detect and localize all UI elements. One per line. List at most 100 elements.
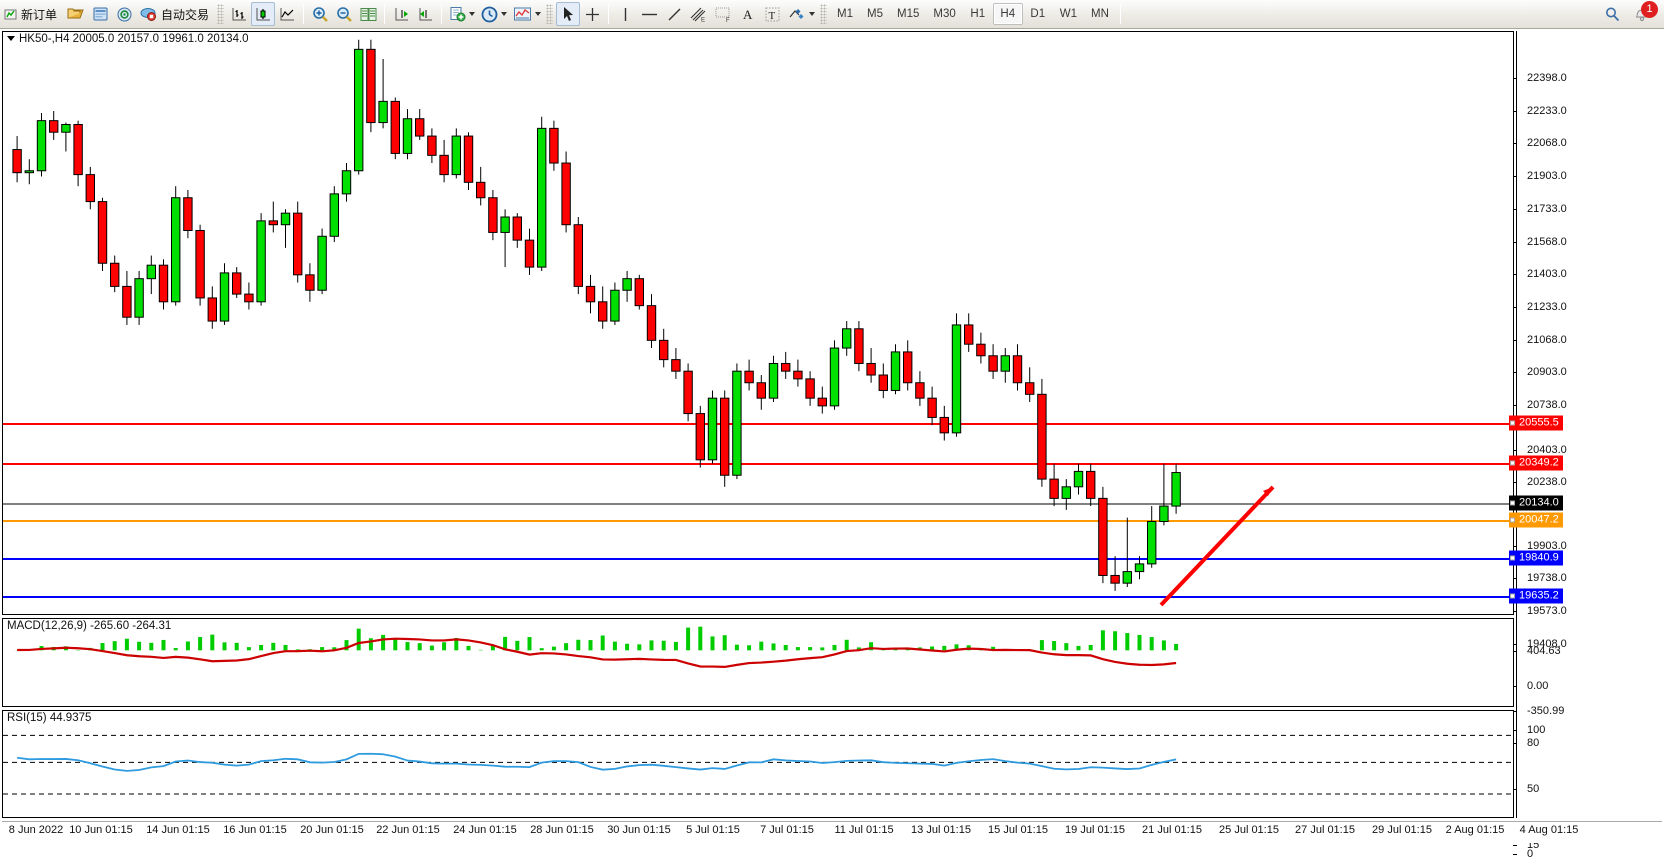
price-label-resistance-2[interactable]: 20555.5 xyxy=(1509,415,1563,431)
toolbar-grip[interactable] xyxy=(546,4,554,24)
toolbar-group-charttype xyxy=(227,0,437,29)
time-label: 16 Jun 01:15 xyxy=(223,824,287,836)
axis-tick: 100 xyxy=(1513,724,1545,736)
period-icon[interactable] xyxy=(478,2,510,26)
time-label: 21 Jul 01:15 xyxy=(1142,824,1202,836)
axis-tick: 80 xyxy=(1513,737,1539,749)
svg-text:F: F xyxy=(726,18,730,23)
timeframe-w1[interactable]: W1 xyxy=(1059,8,1078,20)
price-label-support-1[interactable]: 19840.9 xyxy=(1509,550,1563,566)
chart-grid-icon[interactable] xyxy=(356,2,380,26)
objects-icon[interactable] xyxy=(784,2,818,26)
hline-icon[interactable] xyxy=(637,2,662,26)
shift-end-icon[interactable] xyxy=(389,2,413,26)
timeframe-m15[interactable]: M15 xyxy=(897,8,920,20)
axis-tick: 50 xyxy=(1513,783,1539,795)
folder-icon[interactable] xyxy=(63,2,88,26)
toolbar-group-objects xyxy=(446,0,544,29)
time-label: 25 Jul 01:15 xyxy=(1219,824,1279,836)
timeframe-h4[interactable]: H4 xyxy=(992,3,1023,25)
axis-tick: 21068.0 xyxy=(1513,334,1567,346)
timeframe-m5[interactable]: M5 xyxy=(867,8,884,20)
axis-tick: 0.00 xyxy=(1513,680,1548,692)
notification-badge: 1 xyxy=(1641,1,1658,18)
indicators-icon[interactable] xyxy=(510,2,544,26)
chart-area[interactable]: HK50-,H4 20005.0 20157.0 19961.0 20134.0… xyxy=(0,29,1664,860)
zoom-out-icon[interactable] xyxy=(332,2,356,26)
price-axis[interactable]: 22398.0 22233.0 22068.0 21903.0 21733.0 21568… xyxy=(1509,31,1662,860)
chevron-down-icon[interactable] xyxy=(469,12,476,16)
data-window-icon[interactable] xyxy=(88,2,112,26)
axis-tick: 20238.0 xyxy=(1513,476,1567,488)
zoom-in-icon[interactable] xyxy=(308,2,332,26)
candlestick-chart-icon[interactable] xyxy=(251,2,276,26)
toolbar-divider xyxy=(303,4,305,24)
autotrading-button[interactable]: 自动交易 xyxy=(136,2,215,26)
shift-start-icon[interactable] xyxy=(413,2,437,26)
macd-chart xyxy=(15,626,1179,669)
price-label-support-2[interactable]: 19635.2 xyxy=(1509,588,1563,604)
axis-tick: 19573.0 xyxy=(1513,605,1567,617)
svg-text:T: T xyxy=(768,10,775,22)
toolbar-grip[interactable] xyxy=(820,4,828,24)
time-label: 29 Jul 01:15 xyxy=(1372,824,1432,836)
axis-tick: 20738.0 xyxy=(1513,399,1567,411)
time-label: 15 Jul 01:15 xyxy=(988,824,1048,836)
axis-tick: 21233.0 xyxy=(1513,301,1567,313)
time-label: 2 Aug 01:15 xyxy=(1445,824,1505,836)
timeframe-m1[interactable]: M1 xyxy=(837,8,854,20)
cursor-icon[interactable] xyxy=(556,2,581,26)
search-icon[interactable] xyxy=(1600,2,1624,26)
navigator-icon[interactable] xyxy=(112,2,136,26)
timeframe-h1[interactable]: H1 xyxy=(970,8,986,20)
axis-tick: 21903.0 xyxy=(1513,170,1567,182)
toolbar-spacer xyxy=(1125,0,1600,29)
chevron-down-icon[interactable] xyxy=(809,12,816,16)
toolbar-grip[interactable] xyxy=(217,4,225,24)
time-label: 27 Jul 01:15 xyxy=(1295,824,1355,836)
equidistant-channel-icon[interactable]: E xyxy=(686,2,711,26)
vline-icon[interactable] xyxy=(613,2,637,26)
axis-tick: 19903.0 xyxy=(1513,540,1567,552)
svg-text:E: E xyxy=(701,17,705,23)
rsi-pane[interactable]: RSI(15) 44.9375 xyxy=(2,710,1514,818)
candlestick-chart xyxy=(3,39,1513,607)
templates-icon[interactable] xyxy=(446,2,478,26)
main-toolbar: 新订单 自动交易 xyxy=(0,0,1664,29)
axis-tick: 22233.0 xyxy=(1513,105,1567,117)
notification-bell-icon[interactable]: 1 xyxy=(1630,1,1658,26)
axis-tick: 0 xyxy=(1513,848,1533,860)
timeframe-m30[interactable]: M30 xyxy=(933,8,956,20)
fibonacci-icon[interactable]: F xyxy=(711,2,736,26)
collapse-triangle-icon[interactable] xyxy=(7,36,15,42)
time-label: 30 Jun 01:15 xyxy=(607,824,671,836)
timeframe-mn[interactable]: MN xyxy=(1091,8,1109,20)
text-icon[interactable]: A xyxy=(736,2,760,26)
price-label-current-price[interactable]: 20134.0 xyxy=(1509,495,1563,511)
trendline-icon[interactable] xyxy=(662,2,686,26)
time-axis[interactable]: 8 Jun 2022 10 Jun 01:15 14 Jun 01:15 16 Jun… xyxy=(2,821,1662,843)
timeframe-buttons: M1 M5 M15 M30 H1 H4 D1 W1 MN xyxy=(830,0,1116,29)
axis-tick: -350.99 xyxy=(1513,705,1564,717)
axis-tick: 20403.0 xyxy=(1513,444,1567,456)
line-chart-icon[interactable] xyxy=(275,2,299,26)
axis-tick: 22398.0 xyxy=(1513,72,1567,84)
chevron-down-icon[interactable] xyxy=(501,12,508,16)
macd-pane[interactable]: MACD(12,26,9) -265.60 -264.31 xyxy=(2,618,1514,707)
label-icon[interactable]: T xyxy=(760,2,784,26)
price-label-pivot[interactable]: 20047.2 xyxy=(1509,512,1563,528)
axis-tick: 20903.0 xyxy=(1513,366,1567,378)
crosshair-icon[interactable] xyxy=(580,2,604,26)
bar-chart-icon[interactable] xyxy=(227,2,251,26)
toolbar-divider xyxy=(441,4,443,24)
price-label-resistance-1[interactable]: 20349.2 xyxy=(1509,455,1563,471)
timeframe-d1[interactable]: D1 xyxy=(1030,8,1046,20)
axis-tick: 21733.0 xyxy=(1513,203,1567,215)
time-label: 4 Aug 01:15 xyxy=(1519,824,1579,836)
time-label: 20 Jun 01:15 xyxy=(300,824,364,836)
chevron-down-icon[interactable] xyxy=(535,12,542,16)
toolbar-group-trade: 新订单 自动交易 xyxy=(0,0,215,29)
axis-tick: 19408.0 xyxy=(1513,638,1567,650)
new-order-button[interactable]: 新订单 xyxy=(0,2,63,26)
price-pane[interactable]: HK50-,H4 20005.0 20157.0 19961.0 20134.0 xyxy=(2,31,1514,615)
